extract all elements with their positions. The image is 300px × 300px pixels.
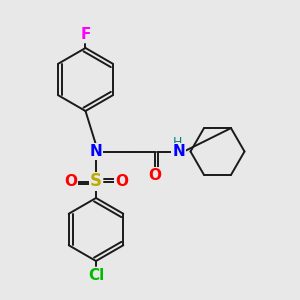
Text: O: O [115,174,128,189]
Text: O: O [64,174,77,189]
Text: N: N [90,144,102,159]
Text: F: F [80,27,91,42]
Text: Cl: Cl [88,268,104,283]
Text: N: N [172,144,185,159]
Text: H: H [172,136,182,149]
Text: O: O [148,168,161,183]
Text: S: S [90,172,102,190]
